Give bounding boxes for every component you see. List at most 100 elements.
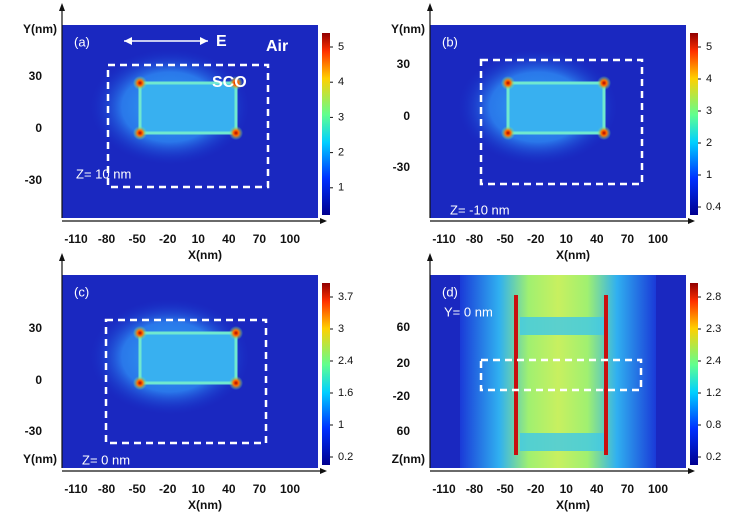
colorbar-label: 0.2 bbox=[338, 451, 353, 463]
annotation: Y= 0 nm bbox=[444, 304, 493, 319]
y-tick-label: 0 bbox=[35, 121, 42, 135]
y-tick-label: 60 bbox=[397, 320, 411, 334]
hot-spot bbox=[133, 326, 147, 340]
panel-label: (b) bbox=[442, 34, 458, 49]
colorbar bbox=[322, 283, 330, 465]
x-tick-label: 70 bbox=[621, 482, 635, 496]
sco-outline bbox=[479, 58, 644, 186]
x-arrow bbox=[688, 468, 695, 474]
colorbar-label: 0.2 bbox=[706, 451, 721, 463]
colorbar-label: 2.8 bbox=[706, 291, 721, 303]
colorbar bbox=[322, 33, 330, 215]
x-tick-label: -50 bbox=[496, 232, 514, 246]
colorbar bbox=[690, 283, 698, 465]
y-axis-label: Y(nm) bbox=[23, 22, 57, 36]
annotation: SCO bbox=[212, 74, 247, 91]
hot-spot bbox=[229, 126, 243, 140]
x-tick-label: 40 bbox=[222, 232, 236, 246]
colorbar-label: 1 bbox=[338, 419, 344, 431]
y-arrow bbox=[427, 253, 433, 261]
panel: (a) -110 -80 -50 -20 10 40 70 100 X(nm) 30 0 -30 Y(nm… bbox=[23, 3, 344, 262]
x-tick-label: 100 bbox=[280, 232, 300, 246]
colorbar-label: 3 bbox=[338, 323, 344, 335]
x-tick-label: -50 bbox=[128, 232, 146, 246]
y-tick-label: 30 bbox=[397, 57, 411, 71]
x-tick-label: 40 bbox=[222, 482, 236, 496]
y-tick-label: 60 bbox=[397, 424, 411, 438]
hot-spot bbox=[501, 126, 515, 140]
x-tick-label: 70 bbox=[621, 232, 635, 246]
colorbar-label: 2.4 bbox=[338, 355, 353, 367]
y-tick-label: 0 bbox=[403, 109, 410, 123]
y-tick-label: 30 bbox=[29, 321, 43, 335]
x-tick-label: 70 bbox=[253, 482, 267, 496]
sco-outline bbox=[104, 318, 268, 445]
x-tick-label: 100 bbox=[280, 482, 300, 496]
y-tick-label: -30 bbox=[25, 424, 43, 438]
x-tick-label: 100 bbox=[648, 232, 668, 246]
x-arrow bbox=[688, 218, 695, 224]
hot-spot bbox=[229, 76, 243, 90]
particle bbox=[138, 81, 238, 135]
x-tick-label: -50 bbox=[496, 482, 514, 496]
hot-spot bbox=[133, 76, 147, 90]
colorbar-label: 2 bbox=[706, 137, 712, 149]
x-tick-label: 10 bbox=[560, 482, 574, 496]
hot-spot bbox=[133, 376, 147, 390]
x-tick-label: -80 bbox=[98, 482, 116, 496]
colorbar-label: 3 bbox=[338, 111, 344, 123]
x-tick-label: 70 bbox=[253, 232, 267, 246]
particle-slab bbox=[520, 317, 604, 335]
colorbar-label: 4 bbox=[338, 76, 344, 88]
y-axis-label: Y(nm) bbox=[23, 452, 57, 466]
x-tick-label: 40 bbox=[590, 482, 604, 496]
y-tick-label: 0 bbox=[35, 373, 42, 387]
x-axis-label: X(nm) bbox=[188, 498, 222, 512]
colorbar-label: 3.7 bbox=[338, 291, 353, 303]
y-tick-label: 20 bbox=[397, 356, 411, 370]
colorbar-label: 0.8 bbox=[706, 419, 721, 431]
y-tick-label: 30 bbox=[29, 69, 43, 83]
x-tick-label: -50 bbox=[128, 482, 146, 496]
x-tick-label: -80 bbox=[466, 232, 484, 246]
panel-label: (d) bbox=[442, 284, 458, 299]
x-tick-label: 40 bbox=[590, 232, 604, 246]
panel-label: (c) bbox=[74, 284, 89, 299]
x-tick-label: 10 bbox=[192, 232, 206, 246]
annotation: Z= -10 nm bbox=[450, 202, 510, 217]
x-tick-label: -110 bbox=[432, 482, 456, 496]
x-tick-label: 10 bbox=[192, 482, 206, 496]
y-arrow bbox=[59, 3, 65, 11]
x-tick-label: -20 bbox=[527, 482, 545, 496]
particle bbox=[138, 331, 238, 385]
colorbar-label: 2 bbox=[338, 147, 344, 159]
panel: (d) -110 -80 -50 -20 10 40 70 100 X(nm) 60 20 -20 60 Z… bbox=[392, 253, 721, 512]
colorbar-label: 5 bbox=[338, 41, 344, 53]
y-arrow bbox=[427, 3, 433, 11]
annotation: Z= 10 nm bbox=[76, 166, 131, 181]
x-axis-label: X(nm) bbox=[556, 498, 590, 512]
x-tick-label: -20 bbox=[159, 482, 177, 496]
x-arrow bbox=[320, 218, 327, 224]
hot-spot bbox=[597, 76, 611, 90]
colorbar-label: 2.4 bbox=[706, 355, 721, 367]
annotation: Z= 0 nm bbox=[82, 452, 130, 467]
y-tick-label: -20 bbox=[393, 389, 411, 403]
sco-outline bbox=[479, 358, 643, 392]
panel: (c) -110 -80 -50 -20 10 40 70 100 X(nm) 30 0 -30 Y(nm… bbox=[23, 253, 353, 512]
colorbar-label: 2.3 bbox=[706, 323, 721, 335]
colorbar-label: 3 bbox=[706, 105, 712, 117]
hot-spot bbox=[133, 126, 147, 140]
x-tick-label: -110 bbox=[432, 232, 456, 246]
hot-spot bbox=[229, 376, 243, 390]
sco-outline bbox=[106, 63, 270, 189]
x-tick-label: -110 bbox=[64, 482, 88, 496]
colorbar-label: 1 bbox=[706, 169, 712, 181]
colorbar-label: 5 bbox=[706, 41, 712, 53]
y-tick-label: -30 bbox=[25, 173, 43, 187]
annotation: E bbox=[216, 33, 227, 50]
x-tick-label: -110 bbox=[64, 232, 88, 246]
x-axis-label: X(nm) bbox=[556, 248, 590, 262]
colorbar-label: 1.6 bbox=[338, 387, 353, 399]
